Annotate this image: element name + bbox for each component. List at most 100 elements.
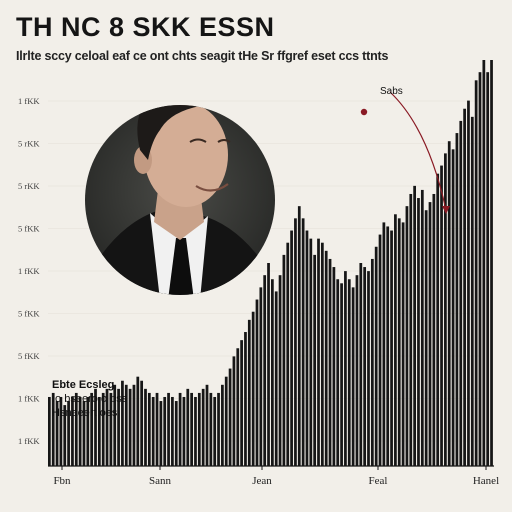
bar [171, 396, 174, 466]
bar [163, 396, 167, 466]
bar [221, 384, 224, 466]
bar [282, 254, 286, 466]
bar [317, 238, 320, 466]
bar [105, 388, 109, 466]
bar [474, 80, 478, 467]
bar [167, 392, 170, 466]
bar [190, 392, 193, 466]
bar [374, 246, 378, 466]
bar [355, 275, 359, 466]
bar [197, 392, 201, 466]
x-tick-label: Sann [149, 475, 172, 487]
bar [194, 396, 197, 466]
bar [344, 271, 347, 466]
bar [59, 396, 63, 466]
bar [124, 384, 128, 466]
bar [420, 189, 424, 467]
bar [244, 332, 247, 466]
bar [182, 396, 186, 466]
bar [301, 218, 305, 466]
x-tick-label: Fbn [53, 475, 71, 487]
bar [101, 392, 105, 466]
bar [436, 173, 440, 466]
bar [71, 396, 74, 466]
y-tick-label: 1 fKK [18, 436, 40, 446]
bar [470, 116, 474, 466]
bar [424, 210, 428, 466]
bar [178, 392, 182, 466]
annotation-arrowhead [442, 206, 450, 214]
bar [351, 287, 355, 466]
bar [186, 388, 190, 466]
bar [117, 388, 120, 466]
bar [247, 319, 251, 466]
bar [271, 279, 274, 466]
bar [55, 401, 59, 466]
bar [121, 380, 124, 466]
bar [147, 392, 151, 466]
bar [447, 141, 451, 466]
bar [332, 267, 336, 466]
bar [94, 388, 97, 466]
bar [486, 72, 490, 467]
bar [251, 311, 255, 466]
bar [224, 376, 228, 466]
bar [294, 218, 297, 466]
bar [90, 392, 94, 466]
bar [409, 193, 413, 467]
bar [259, 287, 263, 466]
note-line-2: Io bseero o bss [52, 393, 128, 405]
bar [340, 283, 343, 466]
y-tick-label: 1 fKK [18, 96, 40, 106]
bar [378, 234, 382, 466]
peak-annotation: Sabs [360, 86, 450, 214]
bar [132, 384, 136, 466]
bar [451, 149, 455, 466]
bar [347, 279, 351, 466]
y-tick-label: 5 fKK [18, 224, 40, 234]
bar [67, 401, 70, 466]
bar [236, 348, 240, 466]
bar [209, 392, 213, 466]
bar [482, 60, 486, 466]
y-tick-label: 5 fKK [18, 309, 40, 319]
note-line-3: Hsnaeert oes [52, 407, 118, 419]
peak-annotation-label: Sabs [380, 86, 403, 97]
annotation-dot [360, 108, 368, 116]
bar [290, 230, 293, 466]
bar [151, 396, 155, 466]
x-tick-label: Feal [369, 475, 388, 487]
bar [109, 392, 113, 466]
bar [201, 388, 205, 466]
note-block: Ebte Ecsleg Io bseero o bss Hsnaeert oes [52, 379, 128, 419]
x-tick-label: Hanel [473, 475, 499, 487]
bar [232, 356, 236, 466]
bar [370, 258, 374, 466]
bar [455, 133, 459, 466]
bar [78, 396, 82, 466]
bar [309, 238, 313, 466]
bar [440, 165, 443, 466]
bar [382, 222, 386, 466]
bar [82, 401, 86, 466]
bar-series [48, 60, 493, 467]
x-axis-ticks: Fbn Sann Jean Feal Hanel [53, 466, 499, 487]
bar [144, 388, 147, 466]
bar [217, 392, 220, 466]
bar [128, 388, 132, 466]
bar [328, 258, 332, 466]
bar [228, 368, 232, 466]
bar [390, 230, 393, 466]
bar [444, 153, 447, 466]
bar [490, 60, 493, 466]
bar [313, 254, 317, 466]
bar [274, 291, 278, 466]
bar [155, 392, 159, 466]
bar [428, 202, 432, 466]
bar [413, 185, 416, 467]
bar [48, 396, 51, 466]
bar [86, 396, 90, 466]
portrait-photo [85, 105, 275, 295]
